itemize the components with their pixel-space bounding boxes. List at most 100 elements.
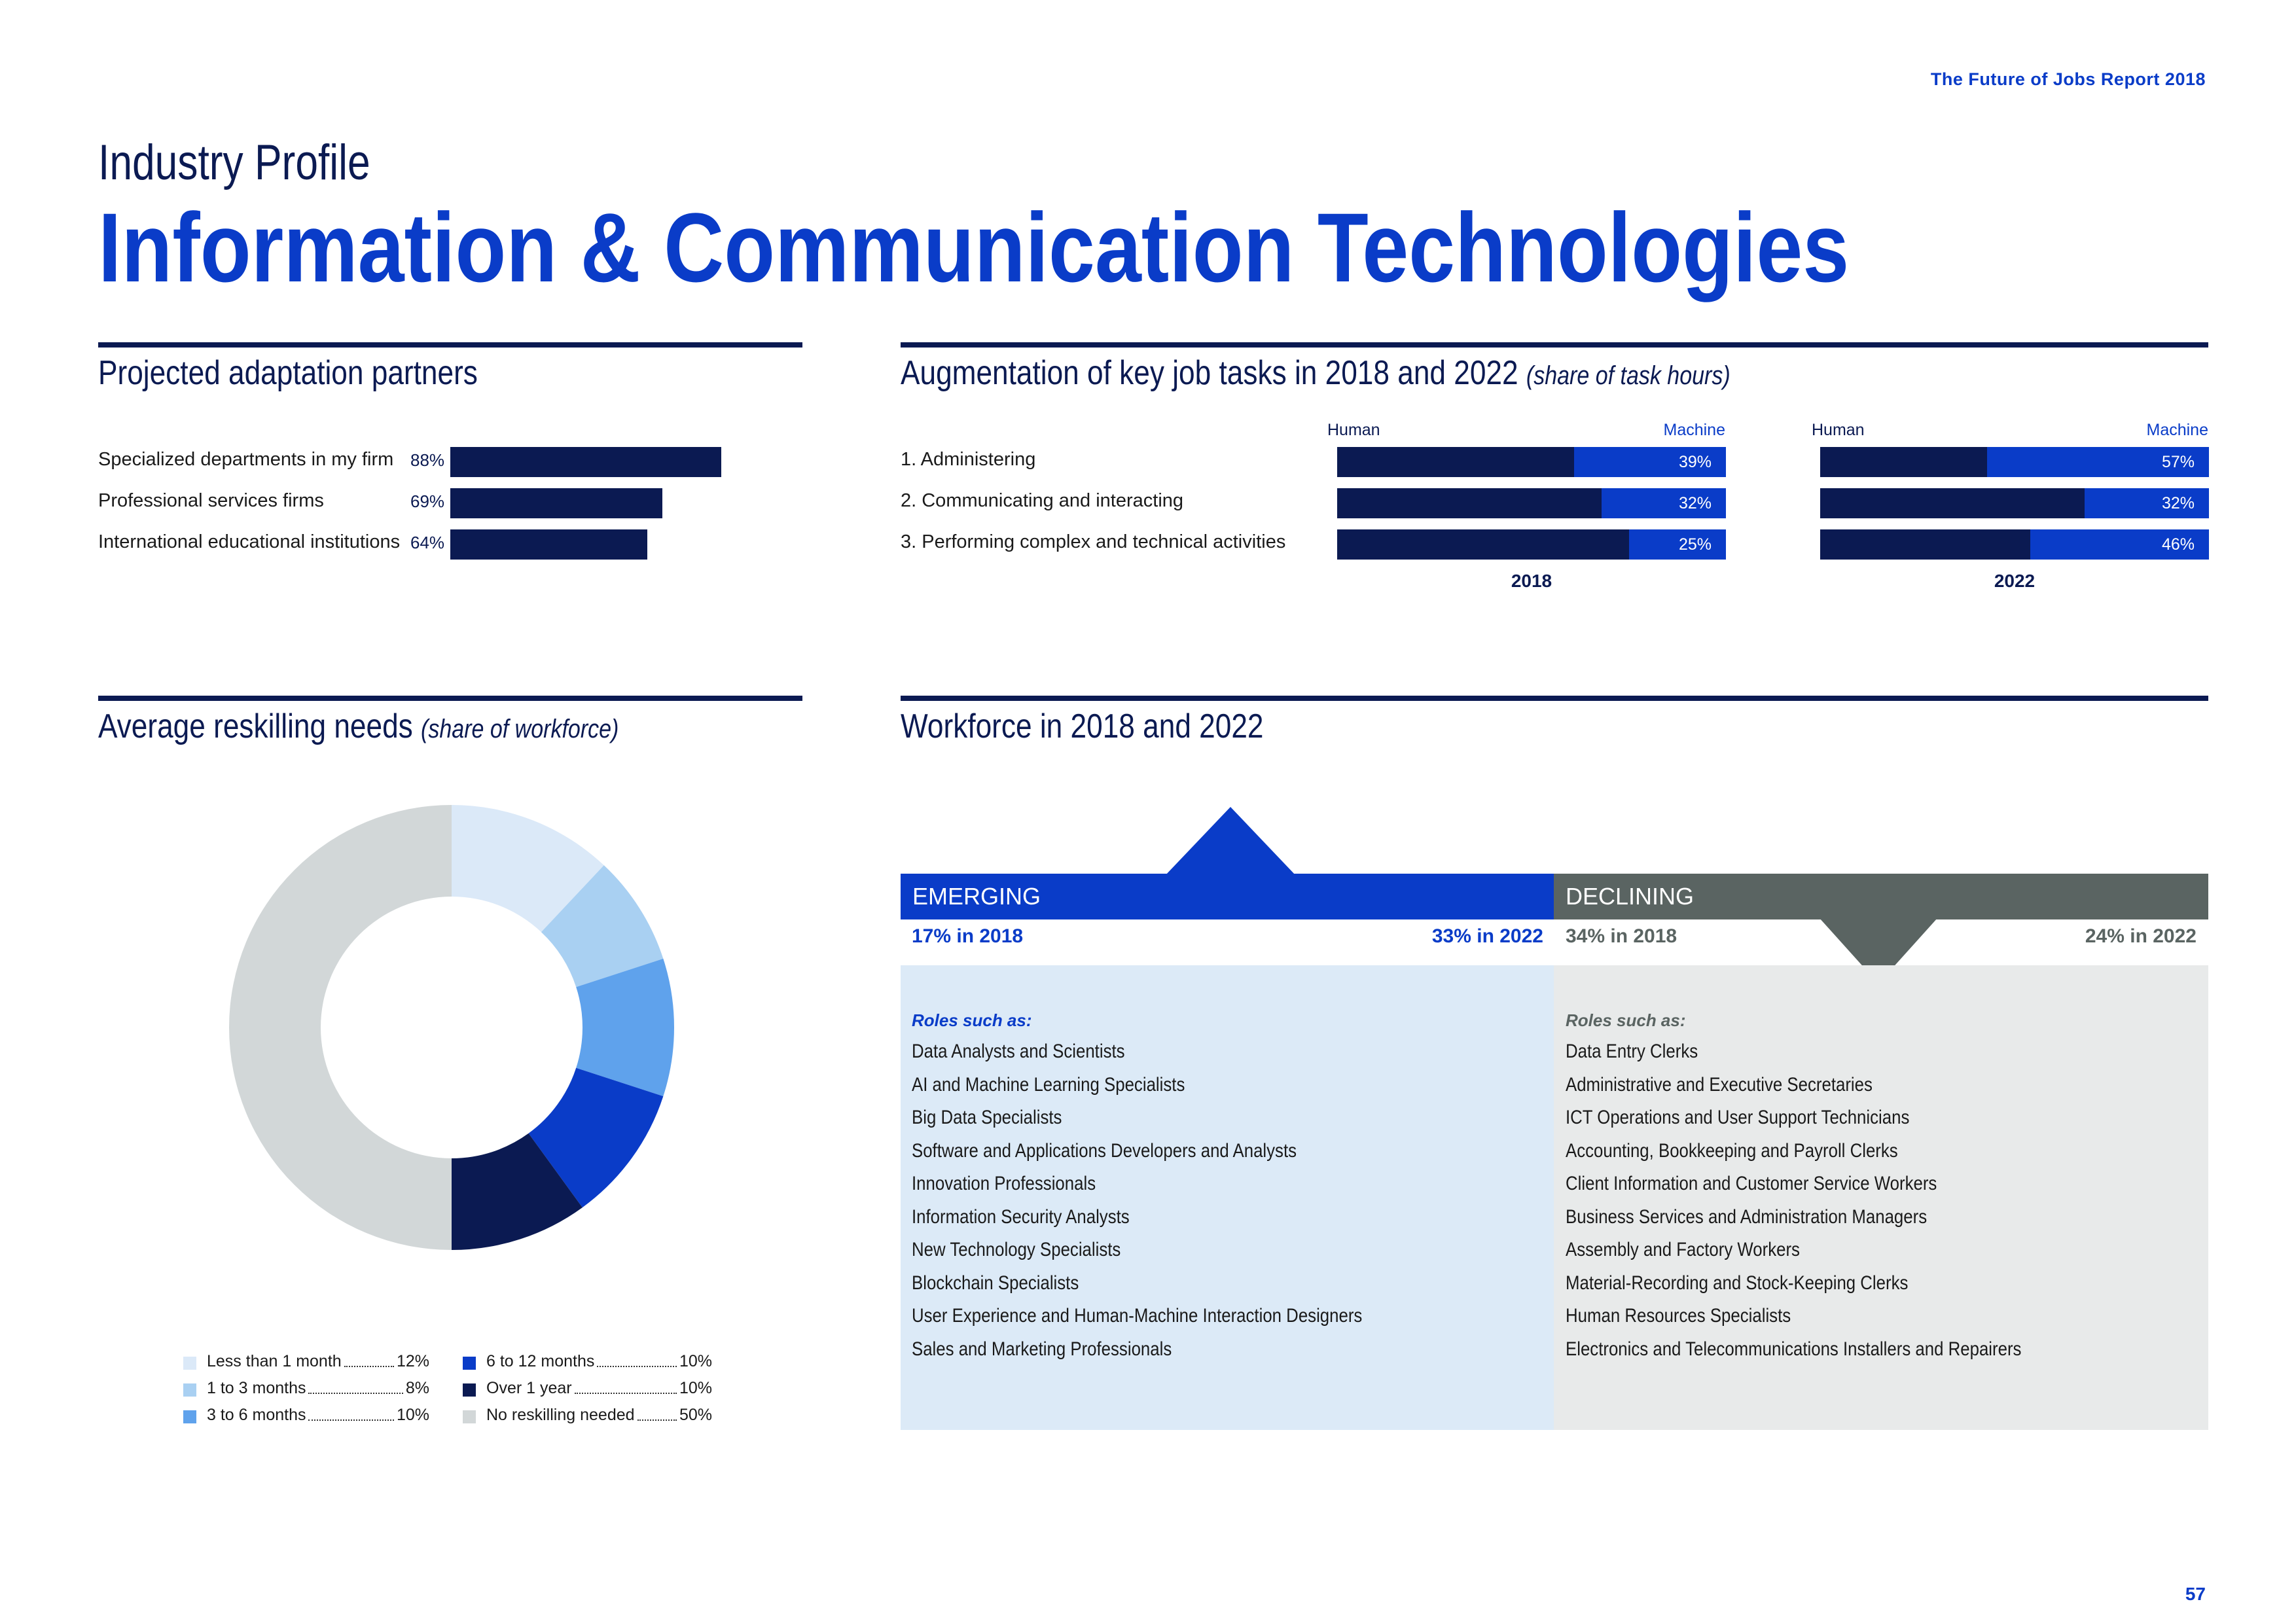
human-label-2022: Human <box>1812 421 1865 439</box>
reskilling-donut-chart <box>229 805 674 1250</box>
task-bar-2022: 46% <box>1820 529 2209 560</box>
emerging-roles-panel <box>901 965 1554 1430</box>
partner-label: International educational institutions <box>98 531 401 552</box>
legend-value: 10% <box>396 1406 429 1424</box>
machine-segment: 32% <box>1601 488 1726 518</box>
emerging-role-item: AI and Machine Learning Specialists <box>912 1073 1185 1096</box>
human-segment <box>1820 529 2030 560</box>
declining-roles-panel <box>1554 965 2208 1430</box>
reskilling-title: Average reskilling needs (share of workf… <box>98 707 619 746</box>
human-segment <box>1337 447 1575 477</box>
emerging-up-arrow-icon <box>1165 807 1296 876</box>
declining-stat-2018: 34% in 2018 <box>1566 925 1677 947</box>
workforce-title: Workforce in 2018 and 2022 <box>901 707 1264 745</box>
legend-swatch <box>463 1410 476 1423</box>
year-label-2018: 2018 <box>1511 571 1552 591</box>
task-bar-2022: 32% <box>1820 488 2209 518</box>
donut-slice <box>528 1067 664 1208</box>
task-bar-2018: 32% <box>1337 488 1726 518</box>
donut-slice <box>452 1133 583 1250</box>
emerging-role-item: Blockchain Specialists <box>912 1272 1079 1294</box>
legend-leader <box>574 1383 677 1394</box>
partner-bar <box>450 447 721 477</box>
legend-leader <box>308 1410 394 1421</box>
declining-role-item: Client Information and Customer Service … <box>1566 1173 1937 1194</box>
declining-role-item: ICT Operations and User Support Technici… <box>1566 1107 1910 1128</box>
emerging-role-item: New Technology Specialists <box>912 1239 1121 1260</box>
page-title: Information & Communication Technologies <box>98 192 1850 302</box>
task-label: 2. Communicating and interacting <box>901 490 1184 511</box>
partner-bar <box>450 488 663 518</box>
emerging-role-item: Data Analysts and Scientists <box>912 1041 1125 1062</box>
declining-role-item: Human Resources Specialists <box>1566 1305 1791 1327</box>
emerging-role-item: Software and Applications Developers and… <box>912 1139 1297 1162</box>
donut-slice <box>576 958 674 1097</box>
partner-pct: 88% <box>410 450 445 470</box>
emerging-role-item: Innovation Professionals <box>912 1173 1096 1194</box>
legend-swatch <box>183 1410 196 1423</box>
legend-item: Over 1 year 10% <box>486 1379 712 1398</box>
machine-segment: 39% <box>1574 447 1726 477</box>
emerging-role-item: User Experience and Human-Machine Intera… <box>912 1305 1363 1327</box>
emerging-roles-list: Data Analysts and Scientists AI and Mach… <box>912 1035 1362 1366</box>
declining-label: DECLINING <box>1566 883 1695 910</box>
emerging-stat-2022: 33% in 2022 <box>1431 925 1543 947</box>
declining-header-bar: DECLINING <box>1554 874 2208 919</box>
human-segment <box>1820 488 2085 518</box>
legend-item: 3 to 6 months 10% <box>207 1406 429 1425</box>
legend-swatch <box>183 1357 196 1370</box>
legend-leader <box>308 1383 403 1394</box>
declining-down-arrow-icon <box>1820 918 1937 984</box>
declining-roles-list: Data Entry Clerks Administrative and Exe… <box>1566 1035 2021 1366</box>
legend-swatch <box>463 1357 476 1370</box>
legend-label: No reskilling needed <box>486 1406 635 1424</box>
partner-pct: 69% <box>410 491 445 511</box>
legend-value: 8% <box>405 1379 429 1397</box>
task-label: 1. Administering <box>901 449 1036 470</box>
declining-role-item: Electronics and Telecommunications Insta… <box>1566 1338 2022 1360</box>
legend-value: 50% <box>679 1406 712 1424</box>
donut-slice <box>541 865 664 988</box>
legend-label: Less than 1 month <box>207 1352 342 1370</box>
donut-slice <box>452 805 604 933</box>
partners-title: Projected adaptation partners <box>98 354 478 392</box>
task-bar-2018: 39% <box>1337 447 1726 477</box>
page-kicker: Industry Profile <box>98 135 370 190</box>
emerging-role-item: Sales and Marketing Professionals <box>912 1338 1172 1360</box>
legend-item: 1 to 3 months 8% <box>207 1379 429 1398</box>
page-number: 57 <box>2185 1584 2206 1604</box>
legend-value: 10% <box>679 1379 712 1397</box>
partner-label: Specialized departments in my firm <box>98 449 394 470</box>
task-label: 3. Performing complex and technical acti… <box>901 531 1286 552</box>
declining-roles-lead: Roles such as: <box>1566 1010 1686 1030</box>
emerging-role-item: Information Security Analysts <box>912 1205 1130 1228</box>
legend-label: 6 to 12 months <box>486 1352 595 1370</box>
legend-item: Less than 1 month 12% <box>207 1352 429 1371</box>
year-label-2022: 2022 <box>1994 571 2036 591</box>
human-segment <box>1337 529 1629 560</box>
declining-stat-2022: 24% in 2022 <box>2085 925 2197 947</box>
machine-segment: 25% <box>1628 529 1726 560</box>
legend-swatch <box>183 1383 196 1397</box>
emerging-stat-2018: 17% in 2018 <box>912 925 1024 947</box>
emerging-role-item: Big Data Specialists <box>912 1107 1062 1128</box>
legend-value: 10% <box>679 1352 712 1370</box>
partner-pct: 64% <box>410 533 445 552</box>
human-segment <box>1337 488 1602 518</box>
section-rule <box>98 696 802 701</box>
task-bar-2018: 25% <box>1337 529 1726 560</box>
augmentation-title-text: Augmentation of key job tasks in 2018 an… <box>901 354 1518 392</box>
report-title: The Future of Jobs Report 2018 <box>1930 69 2206 89</box>
declining-role-item: Data Entry Clerks <box>1566 1041 1698 1062</box>
declining-role-item: Material-Recording and Stock-Keeping Cle… <box>1566 1272 1909 1294</box>
donut-slice <box>229 805 452 1250</box>
machine-segment: 57% <box>1987 447 2209 477</box>
augmentation-subtitle: (share of task hours) <box>1526 361 1731 390</box>
declining-role-item: Administrative and Executive Secretaries <box>1566 1073 1873 1096</box>
section-rule <box>901 696 2208 701</box>
legend-label: 3 to 6 months <box>207 1406 306 1424</box>
reskilling-title-text: Average reskilling needs <box>98 707 413 745</box>
augmentation-title: Augmentation of key job tasks in 2018 an… <box>901 353 1731 393</box>
legend-value: 12% <box>396 1352 429 1370</box>
machine-label-2022: Machine <box>2146 421 2209 439</box>
